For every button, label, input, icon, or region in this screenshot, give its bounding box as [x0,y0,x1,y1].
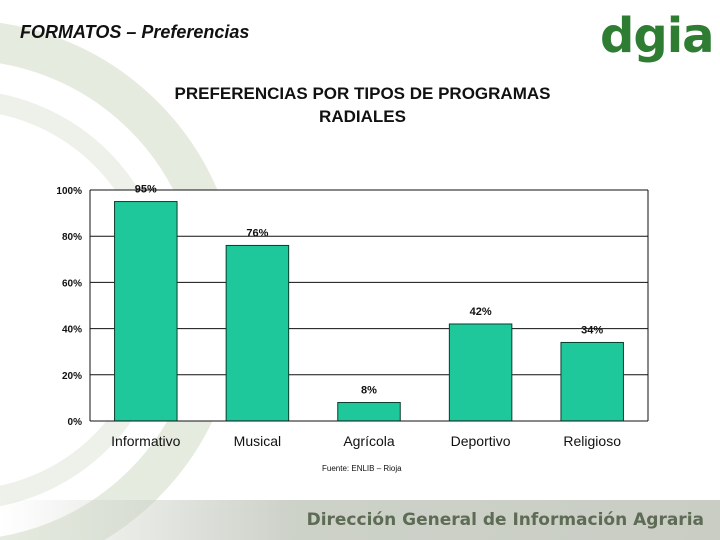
x-tick-label: Religioso [563,433,621,449]
data-label: 42% [470,306,492,318]
source-note: Fuente: ENLIB – Rioja [322,464,402,473]
data-label: 34% [581,324,603,336]
data-label: 8% [361,385,377,397]
bar [448,323,513,422]
x-tick-label: Deportivo [451,433,511,449]
data-label: 76% [246,227,268,239]
footer-organization-name: Dirección General de Información Agraria [306,510,704,530]
bar [560,341,624,422]
y-tick-label: 20% [62,371,82,382]
footer-bar: Dirección General de Información Agraria [0,500,720,540]
plot-area [90,190,648,421]
page-title: FORMATOS – Preferencias [20,22,250,42]
y-tick-label: 100% [56,186,82,197]
y-tick-label: 80% [62,232,82,243]
data-label: 95% [135,184,157,196]
x-tick-label: Informativo [111,433,180,449]
dgia-logo: dgia [600,8,715,64]
x-tick-label: Musical [234,433,281,449]
bar [225,244,290,422]
bar [337,402,401,422]
y-tick-label: 40% [62,325,82,336]
y-tick-label: 0% [68,417,83,428]
chart-title: PREFERENCIAS POR TIPOS DE PROGRAMAS RADI… [174,84,551,126]
y-tick-label: 60% [62,278,82,289]
bar [114,201,178,422]
x-tick-label: Agrícola [343,433,395,449]
